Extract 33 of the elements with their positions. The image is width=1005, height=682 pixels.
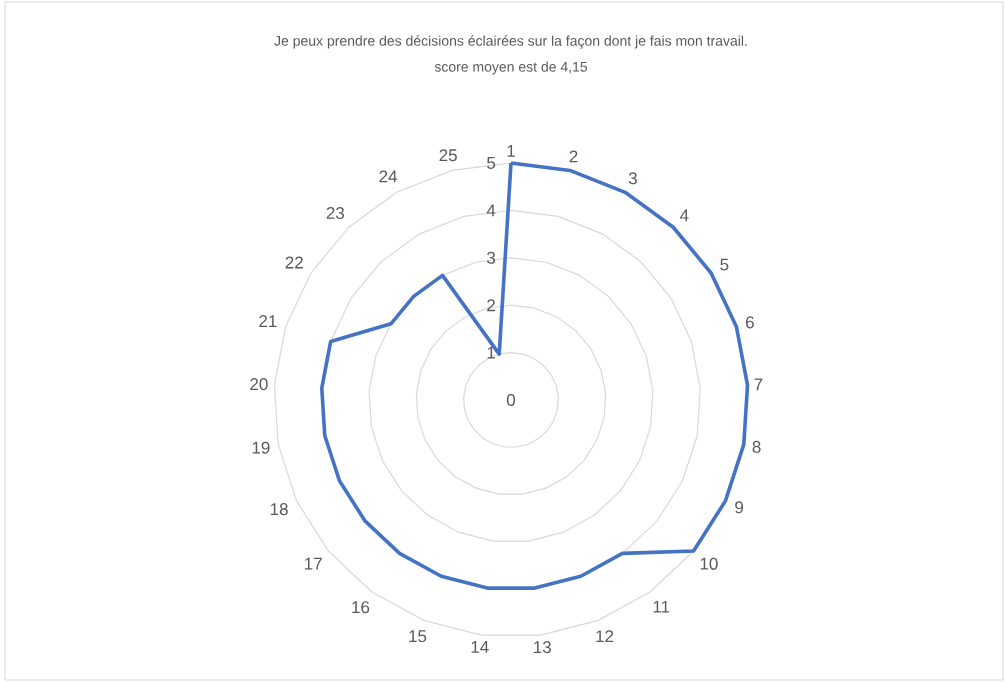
- y-tick-label: 2: [487, 299, 495, 312]
- spoke-label: 10: [700, 557, 718, 570]
- y-tick-label: 0: [506, 393, 516, 407]
- spoke-label: 17: [305, 557, 322, 570]
- spoke-label: 7: [754, 378, 763, 391]
- spoke-label: 20: [250, 378, 268, 391]
- y-tick-label: 4: [486, 204, 496, 217]
- y-tick-label: 3: [486, 251, 496, 264]
- spoke-label: 9: [735, 501, 744, 514]
- spoke-label: 13: [534, 641, 551, 654]
- spoke-label: 24: [379, 170, 398, 183]
- y-tick-label: 5: [487, 157, 496, 169]
- y-tick-label: 1: [487, 346, 495, 359]
- spoke-label: 14: [471, 641, 489, 653]
- spoke-label: 2: [569, 150, 578, 163]
- spoke-label: 11: [653, 600, 670, 613]
- spoke-label: 18: [270, 503, 288, 516]
- spoke-label: 6: [746, 316, 754, 329]
- chart-title: Je peux prendre des décisions éclairées sur la façon dont je fais mon travail.: [274, 35, 747, 49]
- spoke-label: 15: [409, 630, 427, 643]
- spoke-label: 4: [680, 209, 689, 222]
- spoke-label: 8: [752, 440, 761, 453]
- spoke-label: 1: [507, 145, 515, 157]
- spoke-label: 5: [720, 258, 729, 271]
- spoke-label: 16: [352, 601, 370, 614]
- spoke-label: 23: [326, 206, 345, 219]
- chart-subtitle: score moyen est de 4,15: [434, 61, 588, 75]
- spoke-label: 25: [439, 149, 457, 162]
- spoke-label: 19: [252, 441, 270, 454]
- spoke-label: 3: [628, 172, 637, 185]
- spoke-label: 12: [596, 630, 614, 643]
- spoke-label: 21: [259, 315, 277, 327]
- spoke-label: 22: [285, 256, 303, 269]
